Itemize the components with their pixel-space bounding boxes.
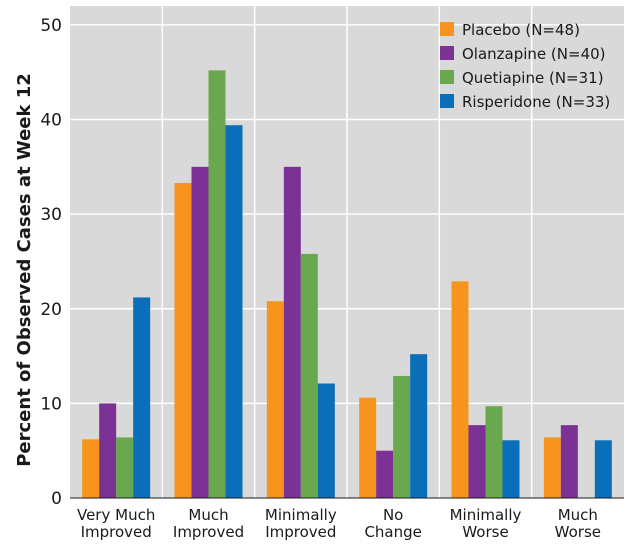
legend-label-0: Placebo (N=48) — [462, 21, 580, 39]
bar-0-2 — [116, 437, 134, 498]
y-tick-label-2: 20 — [40, 300, 62, 320]
bar-2-2 — [300, 253, 318, 498]
y-tick-label-3: 30 — [40, 205, 62, 225]
bar-3-0 — [359, 397, 377, 498]
y-axis-label: Percent of Observed Cases at Week 12 — [14, 73, 35, 467]
bar-1-3 — [225, 125, 243, 498]
bar-4-2 — [485, 406, 503, 498]
legend-swatch-0 — [440, 22, 454, 36]
legend-label-1: Olanzapine (N=40) — [462, 45, 606, 63]
legend-label-3: Risperidone (N=33) — [462, 93, 610, 111]
bar-3-3 — [410, 354, 428, 498]
bar-0-3 — [133, 297, 151, 498]
legend-swatch-1 — [440, 46, 454, 60]
legend: Placebo (N=48) Olanzapine (N=40) Quetiapin… — [440, 21, 610, 111]
bar-3-2 — [393, 375, 411, 498]
x-category-label-0: Very Much Improved — [77, 506, 155, 541]
x-category-label-2: Minimally Improved — [265, 506, 337, 541]
bar-4-3 — [502, 440, 520, 498]
x-category-label-3: No Change — [364, 506, 421, 541]
bar-0-0 — [82, 439, 100, 498]
bar-2-0 — [266, 301, 284, 498]
bar-2-1 — [283, 166, 301, 498]
x-category-label-5: Much Worse — [555, 506, 601, 541]
x-category-label-4: Minimally Worse — [450, 506, 522, 541]
bar-0-1 — [99, 403, 117, 498]
bar-5-0 — [543, 437, 561, 498]
bar-4-0 — [451, 281, 469, 498]
y-axis-ticks: 0 10 20 30 40 50 — [40, 16, 62, 509]
bar-5-3 — [594, 440, 612, 498]
legend-label-2: Quetiapine (N=31) — [462, 69, 604, 87]
legend-swatch-3 — [440, 94, 454, 108]
x-axis-categories: Very Much Improved Much Improved Minimally Im… — [77, 506, 601, 541]
legend-swatch-2 — [440, 70, 454, 84]
y-tick-label-0: 0 — [51, 489, 62, 509]
bar-4-1 — [468, 425, 486, 498]
bar-2-3 — [317, 383, 335, 498]
grid-lines — [70, 6, 624, 498]
y-tick-label-5: 50 — [40, 16, 62, 36]
x-category-label-1: Much Improved — [173, 506, 244, 541]
y-tick-label-4: 40 — [40, 111, 62, 131]
bar-1-1 — [191, 166, 209, 498]
bars — [82, 70, 612, 498]
y-tick-label-1: 10 — [40, 394, 62, 414]
bar-3-1 — [376, 450, 394, 498]
bar-5-1 — [560, 425, 578, 498]
bar-1-0 — [174, 182, 192, 498]
bar-1-2 — [208, 70, 226, 498]
